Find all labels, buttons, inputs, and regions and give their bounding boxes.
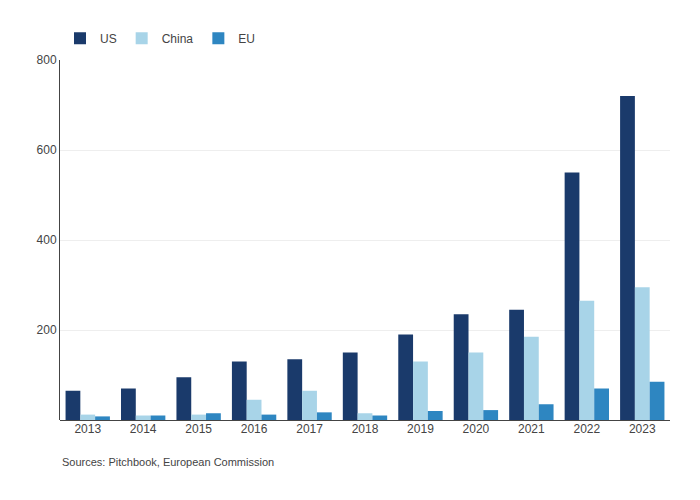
svg-text:2022: 2022 <box>573 422 600 436</box>
svg-text:2018: 2018 <box>352 422 379 436</box>
svg-text:EU: EU <box>238 32 255 46</box>
svg-text:600: 600 <box>37 143 57 157</box>
svg-text:China: China <box>162 32 194 46</box>
svg-text:800: 800 <box>37 53 57 67</box>
svg-text:200: 200 <box>37 323 57 337</box>
svg-text:2017: 2017 <box>296 422 323 436</box>
svg-text:2016: 2016 <box>241 422 268 436</box>
svg-text:2013: 2013 <box>74 422 101 436</box>
svg-text:2015: 2015 <box>185 422 212 436</box>
svg-text:2020: 2020 <box>463 422 490 436</box>
svg-text:2014: 2014 <box>130 422 157 436</box>
svg-text:400: 400 <box>37 233 57 247</box>
svg-text:Sources: Pitchbook, European C: Sources: Pitchbook, European Commission <box>62 456 274 468</box>
svg-text:2021: 2021 <box>518 422 545 436</box>
svg-text:US: US <box>100 32 117 46</box>
svg-text:2023: 2023 <box>629 422 656 436</box>
svg-text:2019: 2019 <box>407 422 434 436</box>
